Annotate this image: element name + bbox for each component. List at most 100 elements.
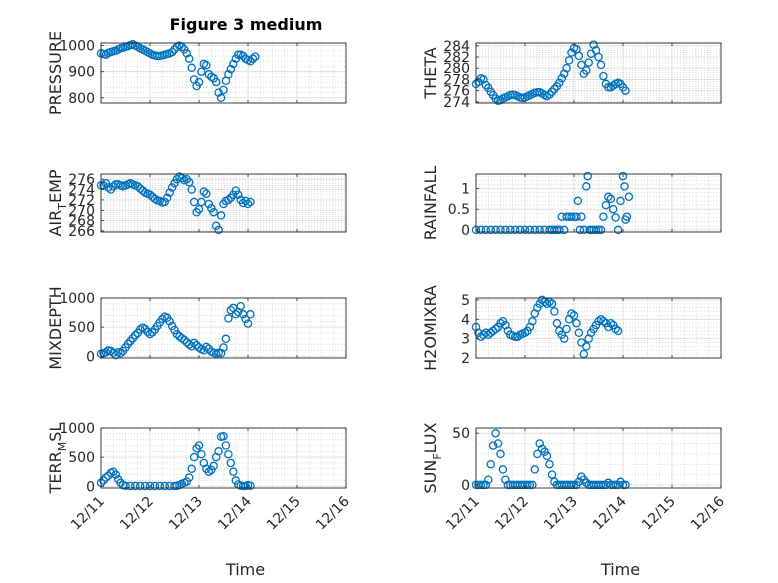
data-point [491,225,500,235]
data-point [233,50,243,59]
data-point [567,480,576,490]
data-point [596,480,606,490]
data-point [197,197,206,207]
data-point [573,196,583,206]
data-point [481,480,491,490]
data-point [550,84,559,94]
data-point [187,63,196,73]
data-point [535,225,544,235]
data-point [189,452,199,462]
data-point [131,481,140,491]
data-point [594,52,603,62]
data-point [131,331,140,340]
data-point [216,93,226,103]
axes-box [475,42,722,104]
data-point [184,473,194,482]
data-point [246,197,255,207]
x-tick-label: 12/11 [68,494,108,534]
y-tick-label: 276 [443,84,470,100]
data-point [520,328,530,338]
data-point [528,316,537,326]
y-tick-label: 3 [461,332,470,348]
data-point [481,80,491,90]
subplot-5: 1000 500 0 MIXDEPTH [46,286,347,370]
y-tick-label: 280 [443,61,470,77]
y-tick-label: 284 [443,39,470,55]
data-point [604,192,613,202]
data-point [596,60,606,70]
data-point [621,480,630,490]
y-axis-label: TERRMSL [46,423,69,495]
data-point [177,173,187,183]
data-point [182,49,192,58]
data-point [219,431,228,441]
data-point [608,480,618,490]
data-point [582,478,591,488]
data-point [555,78,564,88]
data-point [99,181,108,190]
data-point [121,481,130,490]
data-point [165,317,174,326]
y-tick-label: 4 [461,312,470,328]
axes-box [100,427,347,489]
data-point [219,85,228,95]
y-axis-label: H2OMIXRA [421,285,440,371]
data-point [559,225,569,235]
y-axis-label: AIRTEMP [46,169,69,236]
subplot-8: 50 012/11 12/12 12/13 12/14 12/15 12/16 Time SUN… [421,422,728,579]
y-tick-label: 0 [86,349,95,365]
data-point [145,481,155,491]
data-point [184,178,194,187]
subplot-6: 5 4 3 2 H2OMIXRA [421,285,722,371]
data-point [202,342,211,352]
axes-box [100,42,347,104]
x-tick-label: 12/15 [264,494,304,534]
data-point [241,314,250,324]
data-point [542,299,552,309]
y-tick-label: 282 [443,50,470,66]
data-point [601,200,611,210]
x-tick-label: 12/13 [166,494,206,534]
data-point [496,318,505,328]
data-point [226,458,236,468]
data-point [528,480,537,490]
data-point [135,184,145,193]
axes-box [475,297,722,359]
data-point [165,188,174,197]
data-point [204,467,214,476]
data-point [209,461,218,471]
data-point [582,66,591,75]
data-point [611,213,620,222]
data-point [224,449,233,459]
plot-area [476,174,721,232]
y-tick-label: 1000 [59,291,95,307]
data-point [140,481,150,491]
subplot-7: 1000 500 012/11 12/12 12/13 12/14 12/15 12/16 Ti… [46,421,353,579]
data-point [574,51,584,61]
y-tick-label: 50 [452,426,470,442]
data-point [101,50,111,59]
data-point [604,478,613,488]
data-point [535,439,544,448]
y-tick-label: 900 [68,65,95,81]
data-point [530,465,540,474]
data-point [243,199,253,209]
data-point [101,473,111,482]
data-point [618,171,628,181]
data-point [189,338,199,348]
x-tick-label: 12/13 [541,494,581,534]
data-point [575,225,585,235]
data-point [594,316,603,326]
figure-title: Figure 3 medium [170,15,323,34]
data-point [594,225,603,235]
y-tick-label: 2 [461,351,470,367]
data-point [199,187,209,196]
y-tick-label: 1 [461,182,470,198]
data-point [233,190,243,199]
data-point [224,314,233,323]
data-point [126,481,135,491]
data-point [479,480,488,490]
